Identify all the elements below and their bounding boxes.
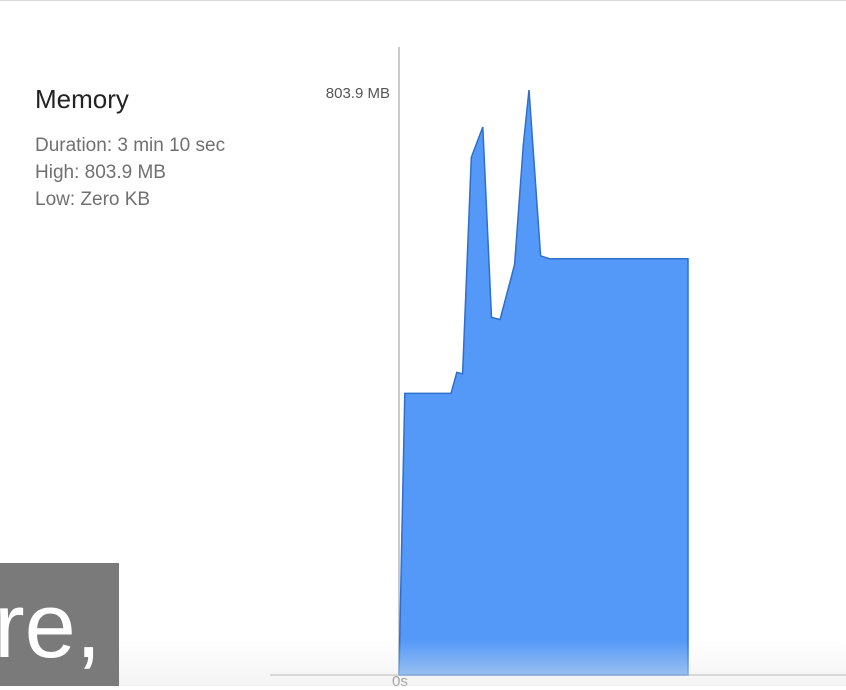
high-stat: High: 803.9 MB (35, 162, 166, 183)
caption-overlay: re, (0, 563, 119, 686)
low-stat: Low: Zero KB (35, 189, 151, 210)
x-axis-origin-label: 0s (392, 673, 408, 690)
memory-area (399, 90, 688, 675)
caption-text: re, (0, 575, 102, 677)
y-axis-max-label: 803.9 MB (325, 85, 390, 102)
duration-stat: Duration: 3 min 10 sec (35, 135, 226, 156)
top-divider (0, 0, 846, 1)
memory-title: Memory (35, 84, 129, 114)
memory-line (398, 89, 689, 676)
